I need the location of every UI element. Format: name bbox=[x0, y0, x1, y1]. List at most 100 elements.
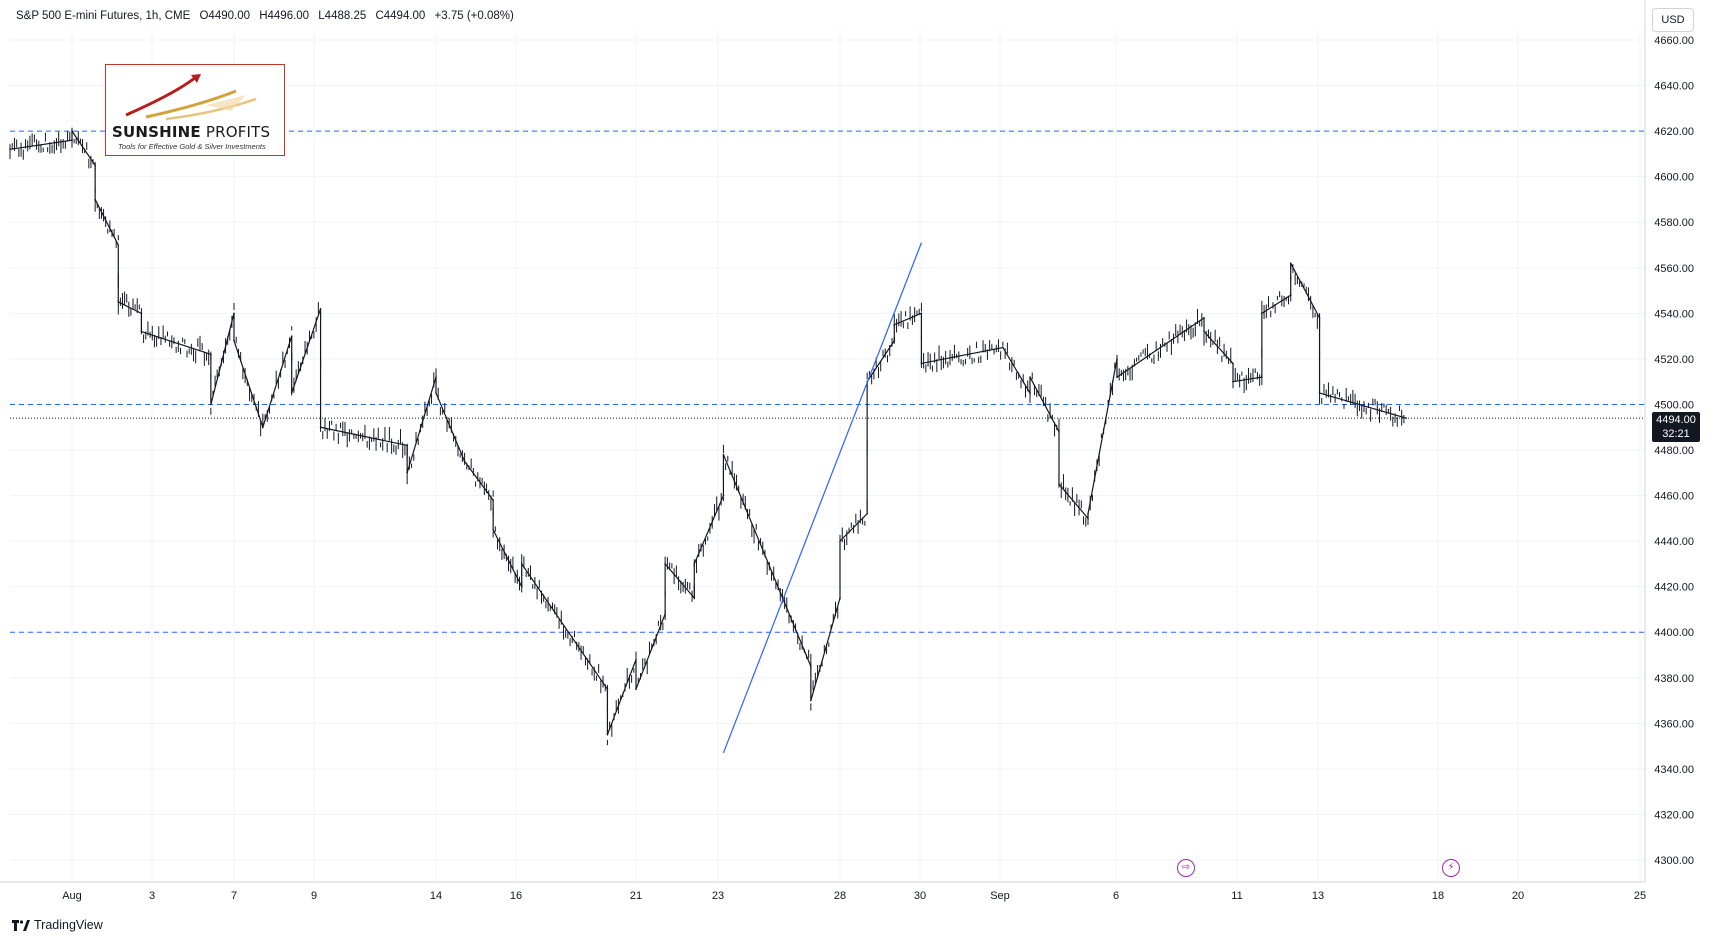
y-tick-label: 4600.00 bbox=[1654, 172, 1694, 184]
price-point bbox=[722, 453, 725, 456]
last-price-value: 4494.00 bbox=[1656, 414, 1696, 426]
x-tick-label: 6 bbox=[1113, 890, 1119, 902]
y-tick-label: 4360.00 bbox=[1654, 718, 1694, 730]
chart-header: S&P 500 E-mini Futures, 1h, CME O4490.00… bbox=[16, 10, 520, 22]
price-point bbox=[210, 353, 212, 356]
time-axis: Aug 3 7 9 14 16 21 23 28 30 Sep 6 11 13 18 20 25 bbox=[62, 890, 1646, 902]
price-point bbox=[435, 376, 437, 378]
footer-brand[interactable]: TradingView bbox=[12, 918, 103, 932]
price-point bbox=[1261, 312, 1263, 315]
price-point bbox=[406, 444, 408, 447]
y-tick-label: 4580.00 bbox=[1654, 217, 1694, 229]
price-point bbox=[492, 499, 494, 501]
price-point bbox=[839, 540, 841, 542]
y-tick-label: 4620.00 bbox=[1654, 126, 1694, 138]
x-tick-label: Aug bbox=[62, 890, 82, 902]
x-tick-label: 3 bbox=[149, 890, 155, 902]
sunshine-profits-logo: SUNSHINE PROFITS Tools for Effective Gol… bbox=[105, 64, 285, 156]
price-point bbox=[71, 139, 73, 142]
price-point bbox=[463, 460, 466, 463]
x-tick-label: 18 bbox=[1432, 890, 1444, 902]
price-point bbox=[319, 307, 322, 310]
price-point bbox=[1116, 358, 1118, 360]
price-point bbox=[71, 130, 73, 132]
price-point bbox=[1058, 483, 1060, 485]
price-axis: 4300.00 4320.00 4340.00 4360.00 4380.00 4400.… bbox=[0, 0, 1694, 883]
price-point bbox=[866, 512, 868, 515]
price-point bbox=[1203, 330, 1205, 333]
price-point bbox=[1203, 317, 1205, 319]
x-tick-label: 16 bbox=[510, 890, 522, 902]
price-point bbox=[210, 403, 212, 406]
x-tick-label: 9 bbox=[311, 890, 317, 902]
y-tick-label: 4640.00 bbox=[1654, 81, 1694, 93]
y-tick-label: 4460.00 bbox=[1654, 491, 1694, 503]
price-point bbox=[1289, 262, 1292, 265]
y-tick-label: 4660.00 bbox=[1654, 35, 1694, 47]
x-tick-label: 23 bbox=[712, 890, 724, 902]
price-point bbox=[435, 392, 437, 394]
logo-brand: SUNSHINE PROFITS bbox=[112, 123, 271, 141]
price-point bbox=[893, 339, 896, 342]
price-point bbox=[406, 471, 408, 474]
price-point bbox=[492, 528, 494, 531]
price-point bbox=[1087, 517, 1089, 520]
price-point bbox=[664, 613, 666, 615]
price-point bbox=[1232, 362, 1234, 365]
x-tick-label: Sep bbox=[990, 890, 1010, 902]
price-point bbox=[140, 312, 143, 315]
price-point bbox=[635, 658, 637, 661]
ohlc-high: H4496.00 bbox=[259, 10, 310, 22]
x-tick-label: 25 bbox=[1634, 890, 1646, 902]
x-tick-label: 11 bbox=[1231, 890, 1242, 902]
y-tick-label: 4320.00 bbox=[1654, 809, 1694, 821]
tradingview-logo-icon bbox=[12, 919, 30, 931]
y-tick-label: 4560.00 bbox=[1654, 263, 1694, 275]
price-point bbox=[810, 665, 812, 668]
price-point bbox=[1261, 376, 1263, 378]
y-tick-label: 4400.00 bbox=[1654, 627, 1694, 639]
price-point bbox=[1289, 294, 1292, 296]
event-flash-icon[interactable]: ⚡ bbox=[1442, 859, 1460, 877]
price-point bbox=[664, 563, 666, 565]
currency-button[interactable]: USD bbox=[1652, 8, 1694, 32]
y-tick-label: 4300.00 bbox=[1654, 855, 1694, 867]
event-arrow-icon[interactable]: ⇨ bbox=[1177, 859, 1195, 877]
x-tick-label: 13 bbox=[1312, 890, 1324, 902]
symbol-title[interactable]: S&P 500 E-mini Futures, 1h, CME bbox=[16, 10, 191, 22]
price-point bbox=[893, 323, 896, 326]
price-point bbox=[1029, 376, 1031, 378]
price-point bbox=[233, 312, 235, 315]
y-tick-label: 4380.00 bbox=[1654, 673, 1694, 685]
price-point bbox=[94, 198, 96, 201]
price-point bbox=[94, 164, 96, 167]
y-tick-label: 4340.00 bbox=[1654, 764, 1694, 776]
price-point bbox=[722, 494, 725, 497]
price-point bbox=[233, 339, 235, 342]
last-price-label: 4494.00 32:21 bbox=[1652, 412, 1700, 442]
ohlc-change: +3.75 (+0.08%) bbox=[434, 10, 514, 22]
y-tick-label: 4540.00 bbox=[1654, 308, 1694, 320]
price-point bbox=[262, 426, 264, 429]
price-point bbox=[1087, 512, 1089, 515]
price-point bbox=[635, 688, 637, 690]
x-tick-label: 7 bbox=[231, 890, 237, 902]
price-point bbox=[117, 244, 120, 246]
price-point bbox=[9, 148, 11, 151]
price-point bbox=[290, 335, 293, 337]
y-tick-label: 4520.00 bbox=[1654, 354, 1694, 366]
price-point bbox=[520, 585, 523, 588]
price-point bbox=[920, 312, 923, 315]
x-tick-label: 20 bbox=[1512, 890, 1524, 902]
price-series bbox=[9, 127, 1407, 746]
trendline bbox=[722, 242, 922, 754]
price-point bbox=[1058, 430, 1060, 433]
price-point bbox=[319, 426, 322, 429]
x-tick-label: 30 bbox=[914, 890, 926, 902]
ohlc-close: C4494.00 bbox=[375, 10, 426, 22]
price-point bbox=[1405, 417, 1407, 419]
bar-countdown: 32:21 bbox=[1662, 428, 1690, 440]
price-point bbox=[140, 330, 143, 333]
x-tick-label: 28 bbox=[834, 890, 846, 902]
